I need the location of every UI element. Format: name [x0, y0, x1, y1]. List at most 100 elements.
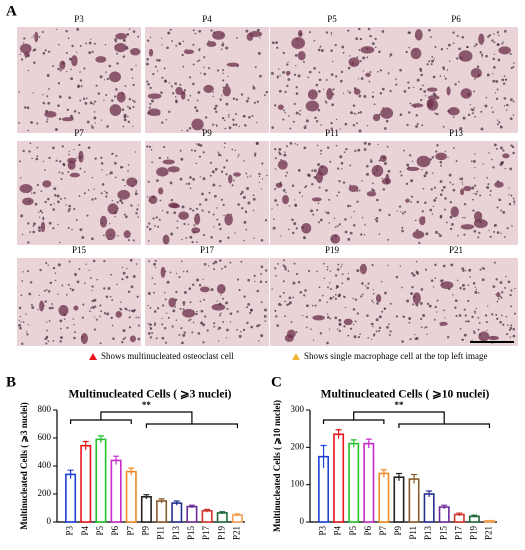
bar	[110, 459, 122, 523]
cell	[424, 95, 427, 97]
cell	[254, 66, 257, 69]
cell	[122, 329, 126, 333]
image-label: P9	[202, 128, 212, 138]
cell	[415, 114, 418, 117]
cell	[357, 148, 361, 152]
cell	[128, 326, 132, 329]
cell	[245, 228, 248, 231]
cell	[407, 81, 410, 84]
image-label: P13	[449, 128, 464, 138]
cell	[387, 169, 391, 173]
cell	[325, 79, 328, 81]
cell	[39, 209, 43, 213]
cell	[156, 70, 159, 72]
cell	[59, 198, 62, 200]
cell	[402, 315, 406, 319]
cell	[419, 69, 423, 72]
cell	[30, 192, 33, 194]
cell	[341, 263, 343, 266]
cell	[266, 174, 268, 177]
cell	[472, 282, 476, 285]
cell	[276, 75, 279, 78]
cell	[307, 76, 310, 79]
error-bar	[97, 435, 104, 443]
cell	[93, 328, 97, 331]
cell	[188, 126, 192, 130]
cell	[415, 260, 418, 263]
cell	[477, 316, 480, 319]
cell	[496, 88, 499, 91]
chart-title: Multinucleated Cells ( ⩾10 nuclei)	[321, 389, 490, 401]
cell	[42, 101, 45, 104]
osteoclast	[412, 230, 425, 239]
cell	[83, 67, 86, 70]
cell	[405, 182, 409, 186]
cell	[474, 166, 476, 169]
cell	[371, 264, 374, 267]
cell	[33, 222, 36, 226]
cell	[26, 106, 30, 110]
cell	[215, 110, 218, 113]
osteoclast	[411, 103, 424, 108]
cell	[340, 266, 342, 268]
cell	[29, 281, 33, 284]
cell	[256, 121, 258, 124]
cell	[467, 299, 470, 303]
cell	[22, 271, 24, 273]
cell	[226, 328, 229, 332]
cell	[387, 238, 390, 241]
cell	[20, 214, 24, 218]
cell	[108, 64, 112, 68]
cell	[240, 93, 244, 96]
cell	[76, 51, 78, 53]
cell	[456, 34, 459, 37]
osteoclast	[34, 31, 39, 43]
cell	[462, 116, 466, 120]
image-label: P21	[449, 245, 463, 255]
cell	[474, 286, 476, 288]
cell	[201, 192, 204, 196]
legend-text: Shows single macrophage cell at the top …	[304, 351, 487, 361]
cell	[146, 225, 149, 228]
cell	[189, 176, 192, 179]
cell	[452, 294, 454, 296]
cell	[378, 50, 381, 54]
cell	[204, 198, 208, 202]
cell	[127, 115, 129, 118]
cell	[263, 94, 266, 97]
cell	[33, 191, 36, 195]
cell	[473, 229, 477, 233]
cell	[373, 292, 375, 295]
cell	[436, 112, 439, 116]
cell	[271, 126, 274, 129]
cell	[329, 282, 331, 284]
cell	[365, 164, 369, 168]
cell	[122, 337, 125, 341]
cell	[212, 262, 215, 265]
cell	[200, 322, 203, 325]
cell	[500, 314, 503, 317]
cell	[132, 239, 135, 242]
cell	[423, 327, 426, 329]
cell	[348, 91, 352, 94]
cell	[257, 51, 261, 55]
cell	[320, 49, 324, 53]
cell	[318, 89, 321, 93]
cell	[18, 91, 20, 93]
cell	[235, 123, 238, 126]
cell	[20, 321, 22, 323]
cell	[54, 128, 58, 132]
cell	[276, 203, 279, 206]
cell	[328, 222, 331, 224]
cell	[224, 142, 226, 145]
cell	[324, 100, 327, 102]
cell	[509, 117, 513, 121]
cell	[320, 152, 322, 155]
cell	[358, 94, 362, 98]
cell	[225, 83, 229, 87]
cell	[423, 174, 427, 178]
cell	[27, 241, 30, 244]
osteoclast	[426, 87, 438, 92]
osteoclast	[71, 55, 78, 67]
cell	[508, 329, 511, 332]
